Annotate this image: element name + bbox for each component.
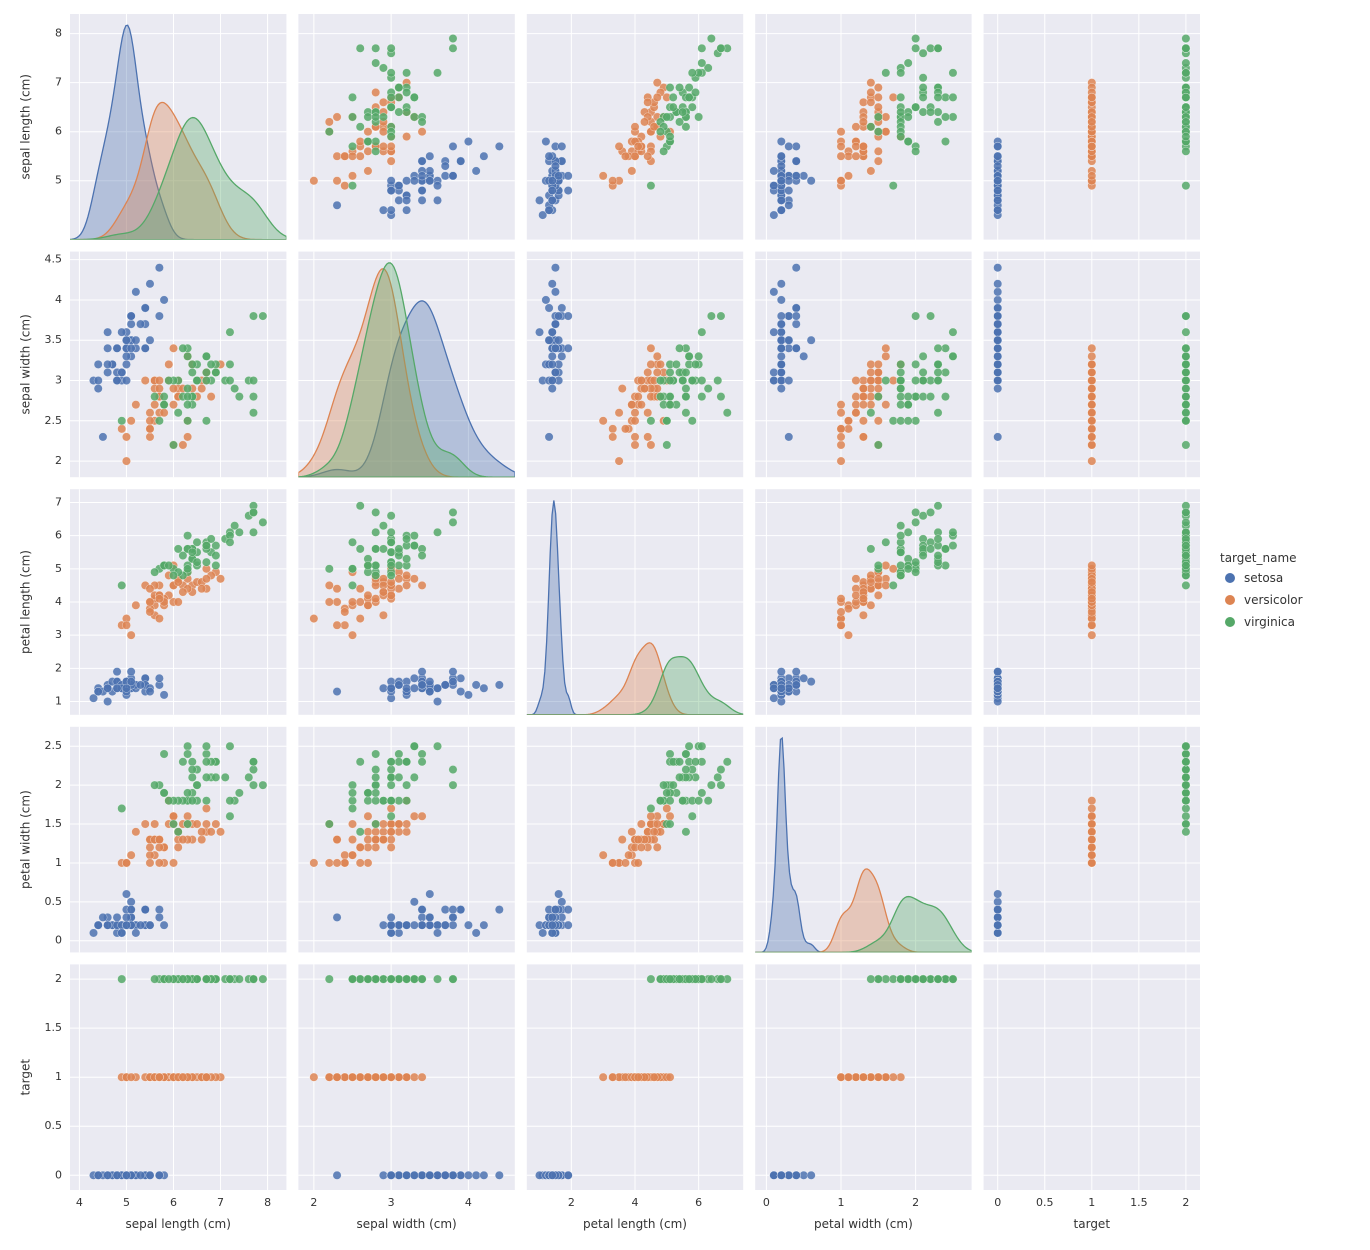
svg-text:7: 7 (55, 76, 62, 89)
x-axis-label-sw: sepal width (cm) (356, 1217, 456, 1231)
pairplot-svg: 5 6 7 8 sepal length (cm) 2 2.5 3 3.5 4 4.5 sepal w… (0, 0, 1370, 1250)
svg-text:0: 0 (763, 1196, 770, 1209)
panel-sw-vs-pw (755, 252, 971, 478)
panel-sw-vs-sw (298, 252, 514, 478)
svg-text:0: 0 (55, 1168, 62, 1181)
y-axis-label-tg: target (19, 1059, 33, 1096)
panel-pl-vs-pw (755, 489, 971, 715)
svg-text:5: 5 (55, 174, 62, 187)
svg-text:1: 1 (55, 1070, 62, 1083)
y-axis-label-sl: sepal length (cm) (19, 74, 33, 179)
svg-text:6: 6 (695, 1196, 702, 1209)
svg-text:0: 0 (55, 934, 62, 947)
panel-sl-vs-pl (527, 14, 743, 240)
svg-text:8: 8 (55, 27, 62, 40)
svg-text:4.5: 4.5 (45, 253, 63, 266)
svg-text:1: 1 (55, 856, 62, 869)
panel-pw-vs-pw (755, 727, 971, 953)
y-axis-label-sw: sepal width (cm) (19, 314, 33, 414)
svg-text:5: 5 (55, 562, 62, 575)
svg-text:0.5: 0.5 (1036, 1196, 1054, 1209)
panel-sl-vs-sw (298, 14, 514, 240)
pairplot-figure: 5 6 7 8 sepal length (cm) 2 2.5 3 3.5 4 4.5 sepal w… (0, 0, 1370, 1250)
svg-text:1: 1 (1088, 1196, 1095, 1209)
svg-text:2: 2 (55, 972, 62, 985)
svg-text:6: 6 (170, 1196, 177, 1209)
svg-text:2.5: 2.5 (45, 739, 63, 752)
svg-text:3: 3 (55, 628, 62, 641)
x-axis-label-tg: target (1074, 1217, 1111, 1231)
svg-text:3: 3 (388, 1196, 395, 1209)
svg-text:6: 6 (55, 529, 62, 542)
x-axis-label-sl: sepal length (cm) (125, 1217, 230, 1231)
legend-label-versicolor: versicolor (1244, 593, 1303, 607)
svg-text:4: 4 (465, 1196, 472, 1209)
svg-text:2: 2 (310, 1196, 317, 1209)
svg-text:2: 2 (912, 1196, 919, 1209)
svg-text:8: 8 (264, 1196, 271, 1209)
svg-text:4: 4 (55, 595, 62, 608)
svg-text:4: 4 (632, 1196, 639, 1209)
y-axis-label-pl: petal length (cm) (19, 550, 33, 654)
svg-text:2: 2 (568, 1196, 575, 1209)
panel-sl-vs-pw (755, 14, 971, 240)
panel-pl-vs-tg (984, 489, 1200, 715)
x-axis-label-pw: petal width (cm) (814, 1217, 913, 1231)
svg-text:6: 6 (55, 125, 62, 138)
panel-pw-vs-pl (527, 727, 743, 953)
panel-pl-vs-pl (527, 489, 743, 715)
svg-text:1.5: 1.5 (1130, 1196, 1148, 1209)
svg-text:0: 0 (994, 1196, 1001, 1209)
svg-text:1: 1 (55, 695, 62, 708)
svg-text:4: 4 (55, 293, 62, 306)
legend-label-setosa: setosa (1244, 571, 1283, 585)
svg-text:4: 4 (76, 1196, 83, 1209)
y-axis-label-pw: petal width (cm) (19, 790, 33, 889)
x-axis-label-pl: petal length (cm) (583, 1217, 687, 1231)
svg-text:2: 2 (55, 778, 62, 791)
svg-text:2.5: 2.5 (45, 414, 63, 427)
svg-text:0.5: 0.5 (45, 895, 63, 908)
svg-text:1.5: 1.5 (45, 817, 63, 830)
svg-text:3.5: 3.5 (45, 333, 63, 346)
legend-title: target_name (1220, 551, 1297, 565)
svg-text:7: 7 (55, 495, 62, 508)
svg-text:0.5: 0.5 (45, 1119, 63, 1132)
panel-pw-vs-sw (298, 727, 514, 953)
panel-sl-vs-tg (984, 14, 1200, 240)
panel-pl-vs-sw (298, 489, 514, 715)
panel-sw-vs-tg (984, 252, 1200, 478)
panel-pw-vs-tg (984, 727, 1200, 953)
svg-text:2: 2 (55, 454, 62, 467)
legend-label-virginica: virginica (1244, 615, 1295, 629)
svg-text:3: 3 (55, 374, 62, 387)
svg-text:1: 1 (838, 1196, 845, 1209)
svg-text:7: 7 (217, 1196, 224, 1209)
svg-text:2: 2 (55, 661, 62, 674)
panel-sw-vs-pl (527, 252, 743, 478)
svg-text:5: 5 (123, 1196, 130, 1209)
svg-text:2: 2 (1182, 1196, 1189, 1209)
svg-text:1.5: 1.5 (45, 1021, 63, 1034)
